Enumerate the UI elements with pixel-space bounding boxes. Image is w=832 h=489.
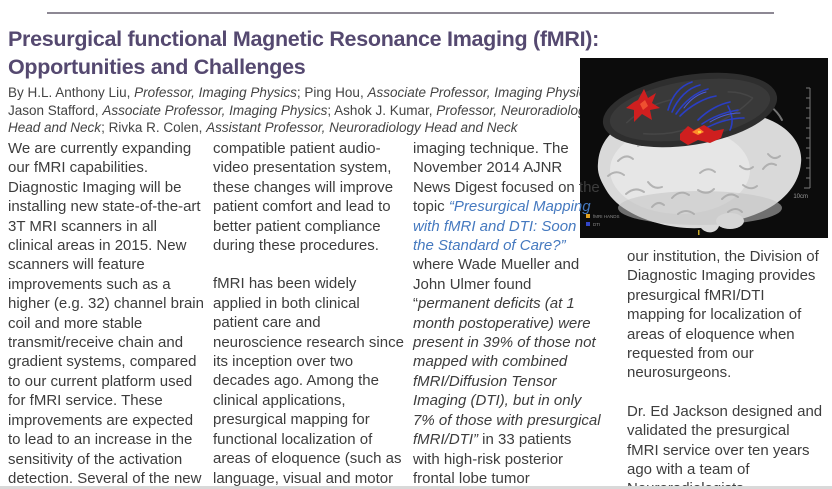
byline-segment: ; Rivka R. Colen,	[101, 120, 207, 135]
paragraph: compatible patient audio-video presentat…	[213, 140, 394, 255]
article-title-line2: Opportunities and Challenges	[8, 55, 306, 79]
header-rule	[47, 12, 774, 14]
scale-ruler	[804, 87, 811, 189]
page-edge	[0, 486, 832, 489]
orientation-tick	[698, 230, 700, 235]
paragraph: Dr. Ed Jackson designed and validated th…	[627, 402, 823, 489]
legend-label-dti: DTI	[593, 222, 600, 227]
byline: By H.L. Anthony Liu, Professor, Imaging …	[8, 84, 616, 137]
byline-segment: ; Ashok J. Kumar,	[327, 102, 437, 118]
body-text: in 33 patients with high-risk posterior …	[413, 431, 572, 487]
paragraph: our institution, the Division of Diagnos…	[627, 248, 819, 382]
paragraph: imaging technique. The November 2014 AJN…	[413, 139, 601, 489]
byline-segment-role: Professor, Imaging Physics	[134, 85, 297, 100]
byline-segment-role: Assistant Professor, Neuroradiology Head…	[206, 120, 518, 135]
brain-figure-svg: 10cm fMRI HANDS DTI	[580, 58, 828, 238]
text-column-3: imaging technique. The November 2014 AJN…	[413, 139, 601, 489]
text-column-1: We are currently expanding our fMRI capa…	[8, 139, 204, 489]
body-text: imaging technique. The November 2014 AJN…	[413, 140, 600, 216]
article-title: Presurgical functional Magnetic Resonanc…	[8, 25, 599, 81]
byline-segment-role: Professor, Neuroradiology Head and Neck	[8, 102, 593, 136]
body-text: where Wade Mueller and John Ulmer found …	[413, 256, 580, 313]
legend-label-fmri: fMRI HANDS	[593, 214, 620, 219]
scale-label: 10cm	[793, 194, 808, 200]
paragraph: fMRI has been widely applied in both cli…	[213, 275, 404, 489]
byline-segment: By H.L. Anthony Liu,	[8, 85, 135, 100]
legend-swatch-dti	[586, 222, 590, 226]
quoted-finding: permanent deficits (at 1 month postopera…	[413, 295, 601, 449]
text-column-4: our institution, the Division of Diagnos…	[627, 247, 825, 489]
byline-segment-role: Associate Professor, Imaging Physics	[367, 85, 593, 100]
byline-segment-role: Associate Professor, Imaging Physics	[102, 102, 328, 118]
fmri-activation	[626, 89, 724, 145]
article-link-ajnr-topic[interactable]: “Presurgical Mapping with fMRI and DTI: …	[413, 198, 591, 255]
article-title-line1: Presurgical functional Magnetic Resonanc…	[8, 27, 599, 51]
brain-figure: 10cm fMRI HANDS DTI	[580, 58, 828, 238]
dti-tracts	[667, 81, 745, 131]
byline-segment: ; Ping Hou,	[296, 85, 368, 100]
paragraph: We are currently expanding our fMRI capa…	[8, 140, 204, 487]
text-column-2: compatible patient audio-video presentat…	[213, 139, 407, 489]
legend-swatch-fmri	[586, 214, 590, 218]
figure-legend: fMRI HANDS DTI	[586, 214, 620, 227]
